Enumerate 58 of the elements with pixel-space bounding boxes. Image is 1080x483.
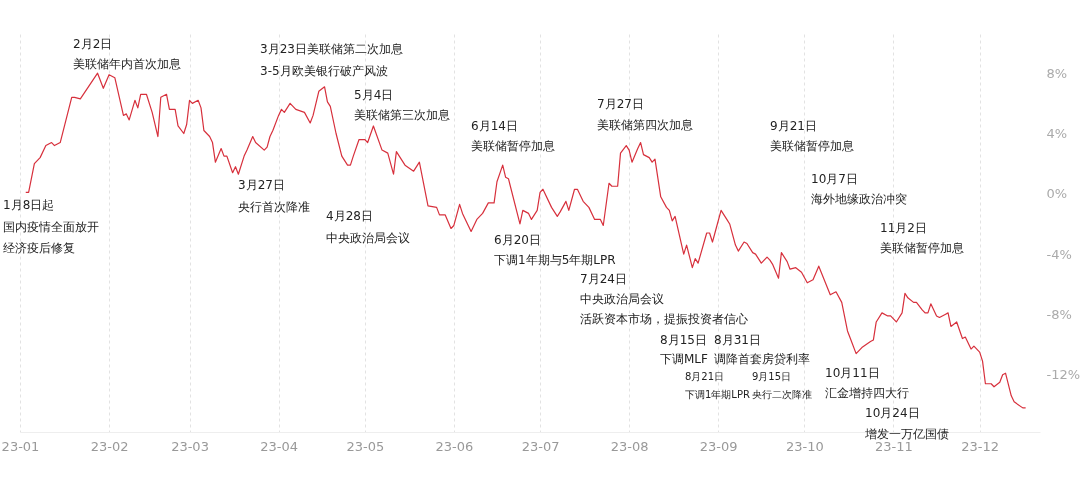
- annotation: 11月2日: [880, 221, 927, 235]
- annotation: 美联储年内首次加息: [73, 57, 181, 71]
- x-tick-label: 23-03: [171, 438, 209, 454]
- annotation: 海外地缘政治冲突: [811, 192, 907, 206]
- annotation: 国内疫情全面放开: [3, 220, 99, 234]
- annotation: 美联储第四次加息: [597, 118, 693, 132]
- annotation: 中央政治局会议: [580, 292, 664, 306]
- annotation: 调降首套房贷利率: [714, 352, 810, 366]
- x-tick-label: 23-12: [961, 438, 1000, 454]
- annotation: 5月4日: [354, 88, 394, 102]
- annotation: 10月7日: [811, 172, 858, 186]
- x-tick-label: 23-02: [90, 438, 129, 454]
- y-tick-label: 0%: [1046, 186, 1068, 202]
- annotation: 8月31日: [714, 333, 761, 347]
- y-tick-label: 4%: [1046, 126, 1068, 141]
- annotation: 中央政治局会议: [326, 231, 410, 245]
- annotation: 汇金增持四大行: [825, 386, 909, 400]
- x-tick-label: 23-04: [260, 438, 298, 454]
- annotation: 活跃资本市场，提振投资者信心: [580, 312, 748, 326]
- annotation: 9月15日: [752, 371, 792, 382]
- annotation: 3月23日美联储第二次加息: [260, 42, 403, 56]
- annotation: 8月15日: [660, 333, 707, 347]
- annotation: 美联储第三次加息: [354, 108, 450, 122]
- annotation: 10月24日: [865, 406, 920, 420]
- annotation: 4月28日: [326, 209, 373, 223]
- annotation: 3-5月欧美银行破产风波: [260, 64, 388, 78]
- x-tick-label: 23-10: [786, 438, 824, 454]
- y-tick-label: 8%: [1046, 65, 1068, 81]
- annotation: 7月27日: [597, 97, 644, 111]
- x-tick-label: 23-08: [610, 438, 649, 454]
- x-tick-label: 23-07: [521, 438, 560, 454]
- annotation: 2月2日: [73, 37, 113, 51]
- annotation: 下调1年期与5年期LPR: [494, 253, 616, 267]
- annotation: 增发一万亿国债: [864, 427, 949, 441]
- x-tick-label: 23-05: [346, 438, 385, 454]
- annotation: 美联储暂停加息: [471, 139, 555, 153]
- annotation: 美联储暂停加息: [770, 139, 854, 153]
- x-tick-label: 23-06: [435, 438, 474, 454]
- annotation: 6月20日: [494, 233, 541, 247]
- annotation: 7月24日: [580, 272, 627, 286]
- annotation: 10月11日: [825, 366, 880, 380]
- annotation: 8月21日: [685, 371, 725, 382]
- annotation: 央行首次降准: [238, 200, 310, 214]
- annotation: 1月8日起: [3, 198, 55, 212]
- annotation: 6月14日: [471, 119, 518, 133]
- x-tick-label: 23-11: [875, 438, 913, 454]
- y-tick-label: -4%: [1046, 246, 1072, 262]
- y-tick-label: -12%: [1046, 367, 1080, 383]
- annotation: 下调MLF: [660, 352, 709, 366]
- x-tick-label: 23-01: [1, 438, 40, 454]
- annotation: 下调1年期LPR: [685, 389, 750, 400]
- annotation: 央行二次降准: [752, 389, 812, 400]
- annotation: 经济疫后修复: [3, 241, 75, 255]
- y-tick-label: -8%: [1046, 306, 1072, 322]
- annotation: 9月21日: [770, 119, 817, 133]
- x-tick-label: 23-09: [699, 438, 738, 454]
- annotation: 美联储暂停加息: [880, 241, 964, 255]
- annotation: 3月27日: [238, 178, 285, 192]
